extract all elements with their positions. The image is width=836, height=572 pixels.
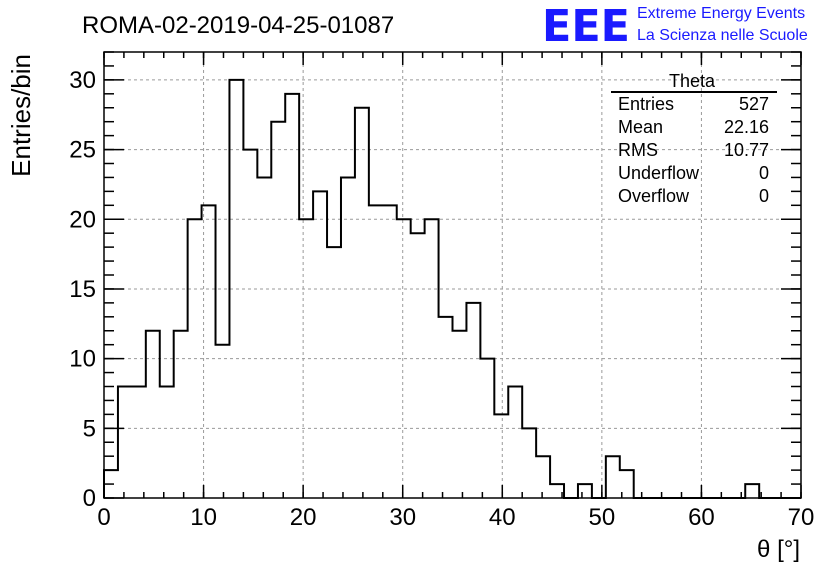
y-axis-label: Entries/bin (6, 54, 36, 177)
x-axis-label: θ [°] (757, 536, 800, 563)
y-tick-label: 0 (83, 485, 96, 512)
chart-title: ROMA-02-2019-04-25-01087 (82, 12, 394, 39)
eee-logo: EEE (542, 1, 630, 52)
grid-lines (104, 52, 801, 498)
brand-line-2: La Scienza nelle Scuole (637, 27, 808, 44)
y-tick-label: 15 (69, 276, 96, 303)
x-tick-label: 40 (489, 504, 516, 531)
histogram-bin (383, 205, 397, 498)
axis-ticks (103, 51, 802, 499)
histogram-bin (313, 191, 327, 498)
histogram-bin (522, 428, 536, 498)
stats-box: Theta Entries 527 Mean 22.16 RMS 10.77 U… (611, 71, 777, 206)
histogram-bin (299, 219, 313, 498)
histogram-bin (508, 387, 522, 499)
y-tick-label: 5 (83, 415, 96, 442)
histogram-bin (411, 233, 425, 498)
histogram-bin (132, 387, 146, 499)
histogram-bin (355, 108, 369, 498)
histogram-bin (174, 331, 188, 498)
histogram-bin (271, 122, 285, 498)
y-tick-label: 30 (69, 67, 96, 94)
histogram-bin (160, 387, 174, 499)
stats-label-mean: Mean (618, 117, 663, 137)
stats-value-entries: 527 (739, 94, 769, 114)
stats-value-underflow: 0 (759, 163, 769, 183)
y-tick-labels: 0 5 10 15 20 25 30 (69, 67, 96, 512)
histogram-bin (536, 456, 550, 498)
stats-label-rms: RMS (618, 140, 658, 160)
histogram-bin (453, 331, 467, 498)
histogram-bin (243, 150, 257, 498)
histogram-bin (369, 205, 383, 498)
histogram-bin (285, 94, 299, 498)
stats-label-overflow: Overflow (618, 186, 690, 206)
histogram-bin (439, 317, 453, 498)
x-tick-label: 0 (97, 504, 110, 531)
x-tick-label: 60 (688, 504, 715, 531)
histogram-bin (118, 387, 132, 499)
y-tick-label: 20 (69, 206, 96, 233)
histogram-bin (745, 484, 759, 498)
x-tick-label: 20 (290, 504, 317, 531)
plot-frame (103, 51, 802, 499)
histogram-bin (606, 456, 620, 498)
histogram-bin (341, 177, 355, 498)
stats-value-mean: 22.16 (724, 117, 769, 137)
histogram-bin (257, 177, 271, 498)
x-tick-label: 30 (389, 504, 416, 531)
stats-value-overflow: 0 (759, 186, 769, 206)
histogram-bin (327, 247, 341, 498)
histogram-bin (146, 331, 160, 498)
stats-label-entries: Entries (618, 94, 674, 114)
histogram-bin (494, 414, 508, 498)
brand-line-1: Extreme Energy Events (637, 5, 805, 22)
stats-label-underflow: Underflow (618, 163, 700, 183)
histogram-bin (216, 345, 230, 498)
x-tick-label: 70 (788, 504, 815, 531)
stats-value-rms: 10.77 (724, 140, 769, 160)
x-tick-label: 10 (190, 504, 217, 531)
x-tick-label: 50 (589, 504, 616, 531)
x-tick-labels: 0 10 20 30 40 50 60 70 (97, 504, 814, 531)
stats-title: Theta (669, 71, 716, 91)
y-tick-label: 10 (69, 346, 96, 373)
y-tick-label: 25 (69, 137, 96, 164)
histogram-bin (578, 484, 592, 498)
histogram-outline (103, 78, 801, 499)
histogram-bin (466, 303, 480, 498)
